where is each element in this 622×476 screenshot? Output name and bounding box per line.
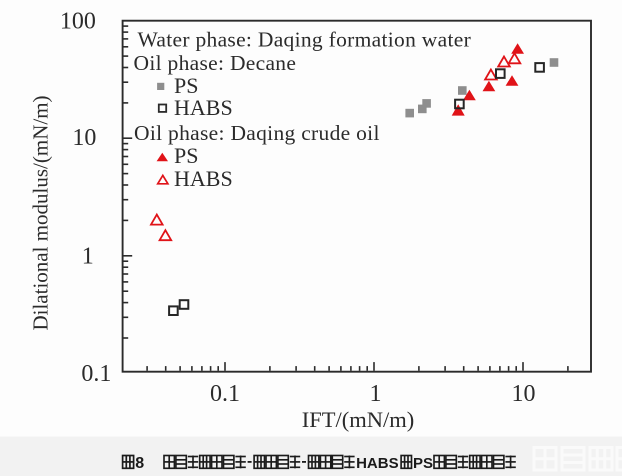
- svg-text:IFT/(mN/m): IFT/(mN/m): [302, 407, 415, 432]
- svg-text:PS: PS: [413, 455, 433, 472]
- svg-text:HABS: HABS: [174, 166, 233, 191]
- svg-text:0.1: 0.1: [81, 361, 111, 387]
- svg-text:10: 10: [72, 125, 96, 151]
- svg-text:PS: PS: [174, 143, 198, 168]
- svg-text:1: 1: [82, 243, 94, 269]
- svg-text:Water phase: Daqing formation: Water phase: Daqing formation water: [138, 28, 472, 52]
- svg-text:HABS: HABS: [356, 455, 399, 472]
- svg-text:Dilational modulus/(mN/m): Dilational modulus/(mN/m): [29, 95, 53, 330]
- svg-text:Oil phase: Daqing crude oil: Oil phase: Daqing crude oil: [134, 121, 380, 145]
- svg-text:1: 1: [370, 381, 382, 407]
- svg-text:0.1: 0.1: [210, 381, 240, 407]
- svg-text:PS: PS: [174, 73, 198, 98]
- svg-text:10: 10: [512, 381, 536, 407]
- svg-text:100: 100: [60, 9, 96, 35]
- svg-text:HABS: HABS: [174, 95, 233, 120]
- svg-text:Oil phase: Decane: Oil phase: Decane: [134, 51, 297, 75]
- svg-text:8: 8: [135, 455, 144, 472]
